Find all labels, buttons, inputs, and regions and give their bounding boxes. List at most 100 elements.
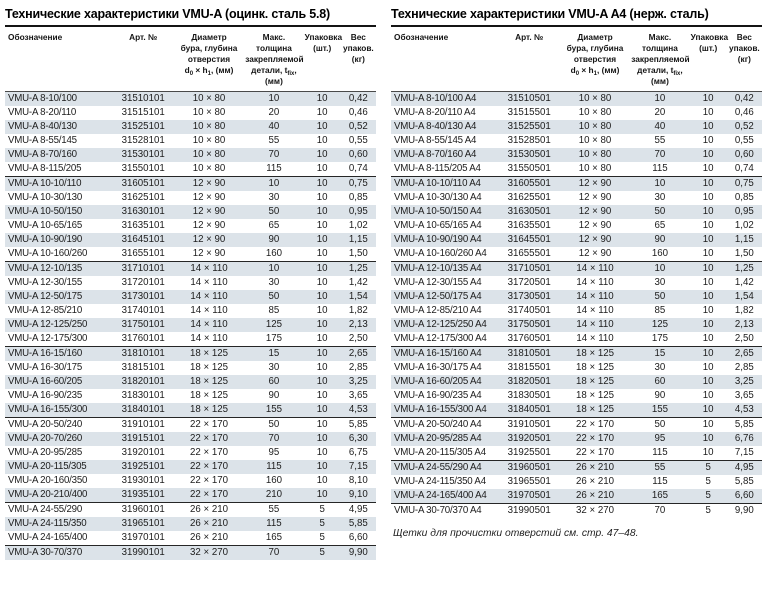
table-cell: VMU-A 8-40/130 [5,119,113,134]
table-cell: VMU-A 10-10/110 A4 [391,175,499,191]
table-row: VMU-A 8-70/160 A4 31530501 10 × 80 70 10 0,60 [391,147,762,162]
table-cell: 31920101 [121,446,165,458]
table-cell: 10 [303,289,341,304]
table-cell: 2,50 [348,332,368,344]
table-cell: 31720101 [121,276,165,288]
table-cell: 10 × 80 [559,91,631,106]
table-cell: 10 [689,91,727,106]
table-cell: 31750101 [112,317,174,332]
table-cell: 0,46 [348,106,368,118]
table-row: VMU-A 12-10/135 31710101 14 × 110 10 10 1,25 [5,260,376,276]
table-cell: 0,42 [340,91,376,106]
table-cell: 1,42 [348,276,368,288]
table-cell: 22 × 170 [190,446,229,458]
table-cell: 9,10 [340,487,376,503]
table-cell: 10 × 80 [192,162,226,174]
table-cell: VMU-A 12-10/135 A4 [391,260,499,276]
table-row: VMU-A 20-95/285 31920101 22 × 170 95 10 6,75 [5,446,376,460]
table-cell: 10 [303,345,341,361]
table-cell: 31925101 [112,459,174,474]
table-cell: 115 [244,459,304,474]
table-cell: 10 [303,317,341,332]
table-cell: 70 [244,431,304,446]
table-cell: 14 × 110 [173,317,245,332]
table-cell: 6,75 [348,446,368,458]
table-row: VMU-A 10-10/110 A4 31605501 12 × 90 10 10 0,7… [391,175,762,191]
table-row: VMU-A 20-95/285 A4 31920501 22 × 170 95 10 6,… [391,431,762,446]
table-row: VMU-A 12-30/155 A4 31720501 14 × 110 30 10 1,… [391,276,762,290]
table-cell: 10 [303,91,341,106]
table-cell: 1,02 [348,219,368,231]
table-cell: 12 × 90 [578,191,612,203]
table-cell: 10 [702,247,714,259]
table-row: VMU-A 24-115/350 31965101 26 × 210 115 5 5,85 [5,516,376,531]
table-cell: 160 [265,247,283,259]
table-cell: 31760101 [121,332,165,344]
table-cell: 90 [630,232,690,247]
table-cell: 31655101 [121,247,165,259]
table-row: VMU-A 8-55/145 A4 31528501 10 × 80 55 10 0,55 [391,134,762,148]
table-cell: 2,85 [734,361,754,373]
table-cell: 10 [702,162,714,174]
table-cell: 10 [689,175,727,191]
table-cell: 31530501 [498,147,560,162]
table-cell: 55 [654,134,666,146]
table-cell: 10 [244,175,304,191]
table-cell: 2,65 [726,345,762,361]
table-cell: 10 × 80 [192,134,226,146]
table-cell: 31810501 [498,345,560,361]
table-cell: 31510501 [498,91,560,106]
table-cell: 22 × 170 [173,416,245,432]
table-cell: 6,76 [726,431,762,446]
table-row: VMU-A 12-50/175 A4 31730501 14 × 110 50 10 1,… [391,289,762,304]
table-row: VMU-A 12-30/155 31720101 14 × 110 30 10 1,42 [5,276,376,290]
table-cell: 2,13 [340,317,376,332]
table-cell: 5 [689,502,727,518]
table-cell: 31655501 [507,247,551,259]
table-row: VMU-A 8-55/145 31528101 10 × 80 55 10 0,55 [5,134,376,148]
table-row: VMU-A 20-115/305 A4 31925501 22 × 170 115 10… [391,446,762,461]
table-cell: 1,50 [734,247,754,259]
table-cell: 31530101 [112,147,174,162]
table-cell: 50 [630,416,690,432]
table-row: VMU-A 20-115/305 31925101 22 × 170 115 10 7,1… [5,459,376,474]
table-cell: 12 × 90 [192,219,226,231]
table-cell: 10 [316,162,328,174]
table-cell: 155 [244,402,304,418]
table-cell: VMU-A 16-15/160 [5,345,113,361]
table-cell: 70 [630,147,690,162]
table-cell: 10 [702,219,714,231]
table-cell: 50 [244,289,304,304]
table-cell: 160 [651,247,669,259]
table-cell: 31820501 [498,374,560,389]
table-cell: VMU-A 16-155/300 [5,402,113,418]
table-cell: 31635501 [507,219,551,231]
table-cell: VMU-A 8-70/160 A4 [391,147,499,162]
table-cell: 10 [303,487,341,503]
table-cell: 20 [268,106,280,118]
table-row: VMU-A 10-65/165 A4 31635501 12 × 90 65 10 1,0… [391,219,762,233]
table-cell: 30 [654,361,666,373]
table-cell: 12 × 90 [192,191,226,203]
table-cell: 9,90 [726,502,762,518]
table-cell: 1,82 [348,304,368,316]
table-cell: 26 × 210 [173,516,245,531]
table-cell: VMU-A 24-115/350 [5,516,113,531]
table-cell: 10 [316,134,328,146]
column-header: Диаметр бура, глубина отверстия d0 × h1, (м… [173,27,245,92]
table-cell: 0,75 [726,175,762,191]
table-cell: VMU-A 16-30/175 [8,361,83,373]
table-cell: VMU-A 8-55/145 [8,134,77,146]
table-row: VMU-A 12-175/300 31760101 14 × 110 175 10 2,5… [5,332,376,347]
table-cell: 155 [630,402,690,418]
table-cell: 1,82 [734,304,754,316]
table-cell: 18 × 125 [559,374,631,389]
table-cell: 14 × 110 [190,332,228,344]
table-cell: 22 × 170 [173,487,245,503]
table-cell: 30 [654,276,666,288]
table-cell: 10 [303,402,341,418]
table-cell: 10 [303,260,341,276]
table-cell: 10 × 80 [578,134,612,146]
table-cell: 0,42 [726,91,762,106]
table-cell: 10 [316,361,328,373]
